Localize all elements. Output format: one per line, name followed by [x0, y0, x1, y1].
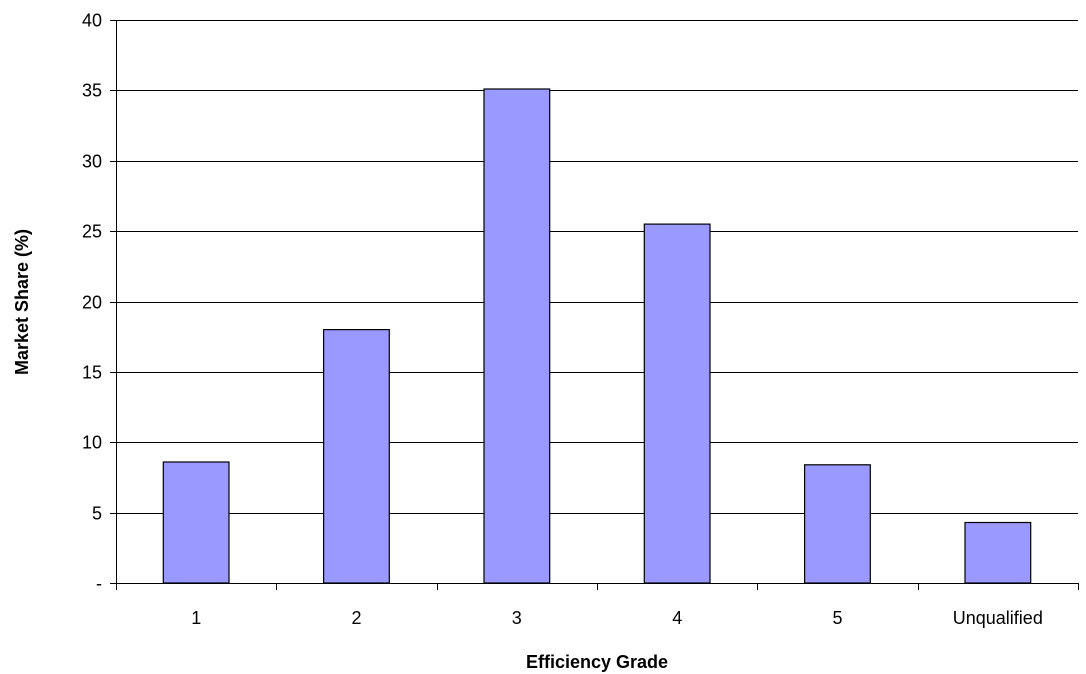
x-tick-label: 2 — [351, 608, 361, 628]
axes — [110, 20, 1079, 590]
y-tick-label: 5 — [92, 504, 102, 524]
y-tick-labels: - 5 10 15 20 25 30 35 40 — [82, 11, 102, 594]
y-tick-label: - — [96, 574, 102, 594]
bar-4 — [643, 223, 711, 584]
y-tick-label: 40 — [82, 11, 102, 31]
y-tick-label: 10 — [82, 433, 102, 453]
x-tick-label: 5 — [832, 608, 842, 628]
y-tick-label: 35 — [82, 81, 102, 101]
y-tick-label: 25 — [82, 222, 102, 242]
x-tick-label: Unqualified — [953, 608, 1043, 628]
x-tick-label: 3 — [512, 608, 522, 628]
y-tick-label: 30 — [82, 152, 102, 172]
y-tick-label: 20 — [82, 293, 102, 313]
x-tick-labels: 1 2 3 4 5 Unqualified — [191, 608, 1043, 628]
bar-1 — [162, 461, 230, 584]
bar-5 — [803, 464, 871, 584]
x-tick-label: 4 — [672, 608, 682, 628]
y-axis-title: Market Share (%) — [12, 229, 32, 375]
bar-2 — [323, 329, 390, 584]
bar-3 — [483, 88, 551, 584]
y-tick-label: 15 — [82, 363, 102, 383]
x-axis-title: Efficiency Grade — [526, 652, 668, 672]
bars — [162, 88, 1032, 584]
bar-unqualified — [964, 521, 1032, 584]
x-tick-label: 1 — [191, 608, 201, 628]
gridlines — [116, 20, 1078, 514]
